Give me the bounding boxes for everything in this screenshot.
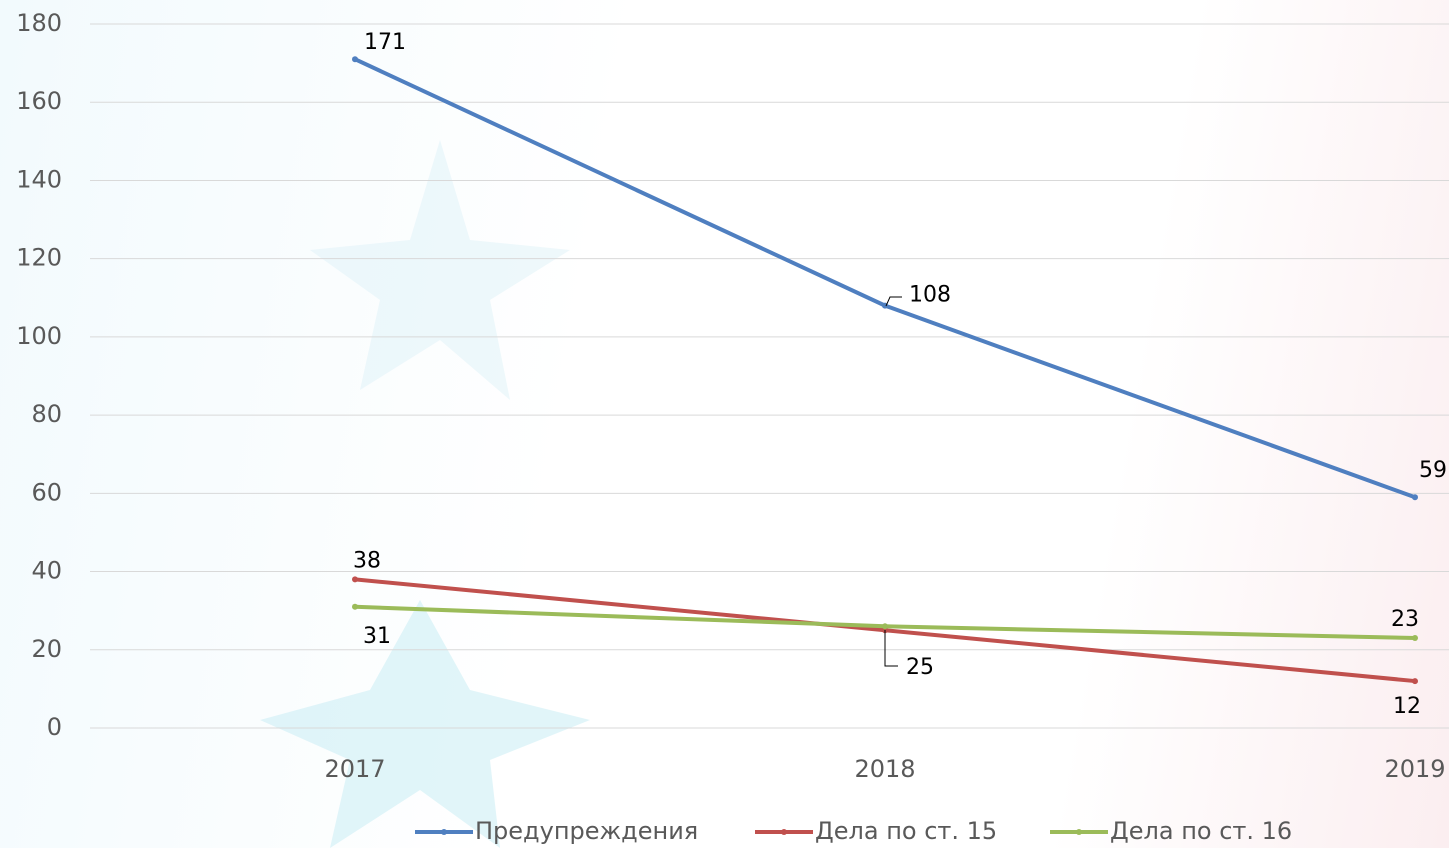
data-label: 59 bbox=[1419, 458, 1447, 483]
y-tick-label: 0 bbox=[47, 713, 62, 741]
legend-marker bbox=[1076, 829, 1082, 835]
y-tick-label: 60 bbox=[31, 478, 62, 506]
data-point bbox=[352, 604, 358, 610]
legend-label: Дела по ст. 15 bbox=[815, 817, 997, 845]
data-point bbox=[882, 623, 888, 629]
y-tick-label: 100 bbox=[16, 322, 62, 350]
y-tick-label: 40 bbox=[31, 557, 62, 585]
chart: 0 20 40 60 80 100 120 140 160 180 2017 2018 2019 171 1… bbox=[0, 0, 1449, 848]
leader-line bbox=[885, 630, 898, 666]
data-label: 171 bbox=[364, 30, 406, 55]
y-tick-label: 80 bbox=[31, 400, 62, 428]
y-tick-label: 120 bbox=[16, 244, 62, 272]
legend-label: Дела по ст. 16 bbox=[1110, 817, 1292, 845]
data-point bbox=[1412, 494, 1418, 500]
background-star bbox=[310, 140, 570, 400]
leader-line bbox=[886, 297, 902, 306]
y-tick-label: 20 bbox=[31, 635, 62, 663]
legend-marker bbox=[441, 829, 447, 835]
data-label: 25 bbox=[906, 655, 934, 680]
data-point bbox=[352, 56, 358, 62]
x-tick-label: 2017 bbox=[324, 755, 385, 783]
x-tick-label: 2019 bbox=[1384, 755, 1445, 783]
x-tick-label: 2018 bbox=[854, 755, 915, 783]
data-point bbox=[1412, 635, 1418, 641]
legend-label: Предупреждения bbox=[475, 817, 698, 845]
background-star bbox=[260, 600, 590, 848]
y-tick-label: 140 bbox=[16, 165, 62, 193]
data-label: 38 bbox=[353, 548, 381, 573]
data-label: 108 bbox=[909, 283, 951, 308]
data-label: 31 bbox=[363, 624, 391, 649]
data-point bbox=[1412, 678, 1418, 684]
data-label: 12 bbox=[1393, 694, 1421, 719]
data-label: 23 bbox=[1391, 607, 1419, 632]
y-tick-label: 160 bbox=[16, 87, 62, 115]
data-point bbox=[352, 576, 358, 582]
legend-marker bbox=[781, 829, 787, 835]
y-tick-label: 180 bbox=[16, 9, 62, 37]
